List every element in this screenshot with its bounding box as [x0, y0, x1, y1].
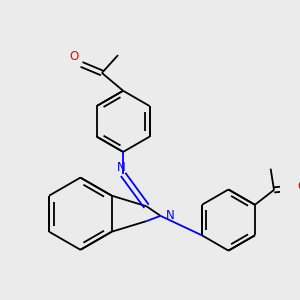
Text: N: N	[117, 160, 125, 174]
Text: O: O	[297, 180, 300, 194]
Text: O: O	[70, 50, 79, 63]
Text: N: N	[166, 209, 174, 222]
